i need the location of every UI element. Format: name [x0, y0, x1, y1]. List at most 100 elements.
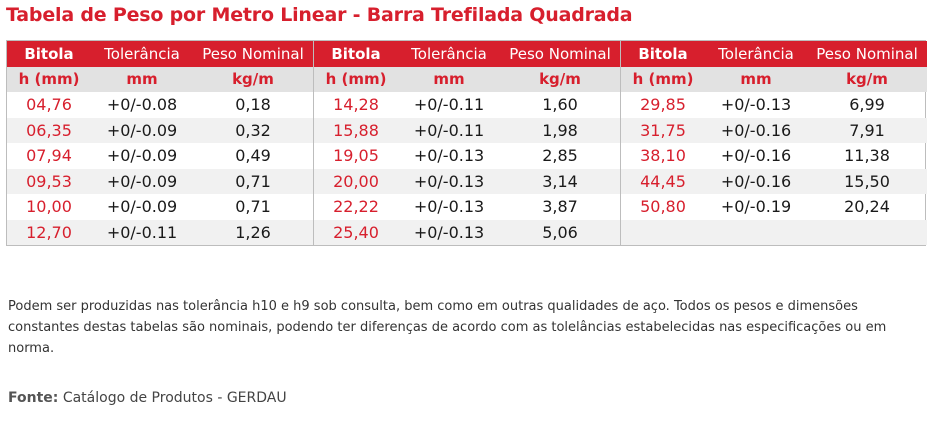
page-title: Tabela de Peso por Metro Linear - Barra … [6, 4, 633, 26]
table-row: 10,00 +0/-0.09 0,71 [7, 194, 313, 220]
unit-peso: kg/m [846, 70, 888, 89]
cell-tolerancia: +0/-0.11 [413, 120, 485, 140]
header-row: Bitola Tolerância Peso Nominal [621, 41, 927, 67]
cell-tolerancia: +0/-0.11 [413, 95, 485, 115]
header-bitola: Bitola [331, 44, 381, 63]
units-row: h (mm) mm kg/m [621, 66, 927, 92]
cell-tolerancia: +0/-0.19 [720, 197, 792, 217]
cell-bitola: 38,10 [640, 146, 686, 166]
units-row: h (mm) mm kg/m [7, 66, 313, 92]
header-bitola: Bitola [24, 44, 74, 63]
table-row: 12,70 +0/-0.11 1,26 [7, 219, 313, 245]
cell-bitola: 29,85 [640, 95, 686, 115]
cell-bitola: 15,88 [333, 120, 379, 140]
cell-tolerancia: +0/-0.13 [720, 95, 792, 115]
table-row [621, 219, 927, 245]
cell-bitola: 19,05 [333, 146, 379, 166]
unit-bitola: h (mm) [18, 70, 80, 89]
cell-peso: 6,99 [849, 95, 885, 115]
header-peso: Peso Nominal [509, 44, 611, 63]
header-peso: Peso Nominal [816, 44, 918, 63]
cell-peso: 0,71 [235, 197, 271, 217]
table-row: 04,76 +0/-0.08 0,18 [7, 92, 313, 118]
cell-bitola: 20,00 [333, 171, 379, 191]
cell-peso: 0,32 [235, 120, 271, 140]
header-tolerancia: Tolerância [718, 44, 794, 63]
cell-tolerancia: +0/-0.09 [106, 146, 178, 166]
header-tolerancia: Tolerância [104, 44, 180, 63]
header-row: Bitola Tolerância Peso Nominal [314, 41, 620, 67]
header-row: Bitola Tolerância Peso Nominal [7, 41, 313, 67]
cell-bitola: 25,40 [333, 222, 379, 242]
cell-tolerancia: +0/-0.08 [106, 95, 178, 115]
table-row: 07,94 +0/-0.09 0,49 [7, 143, 313, 169]
unit-bitola: h (mm) [632, 70, 694, 89]
footnote: Podem ser produzidas nas tolerância h10 … [8, 299, 887, 356]
table-row: 29,85 +0/-0.13 6,99 [621, 92, 927, 118]
table-row: 19,05 +0/-0.13 2,85 [314, 143, 620, 169]
cell-tolerancia: +0/-0.13 [413, 146, 485, 166]
cell-bitola: 22,22 [333, 197, 379, 217]
table-row: 20,00 +0/-0.13 3,14 [314, 168, 620, 194]
cell-peso: 0,49 [235, 146, 271, 166]
unit-bitola: h (mm) [325, 70, 387, 89]
cell-bitola: 50,80 [640, 197, 686, 217]
cell-peso: 7,91 [849, 120, 885, 140]
cell-bitola: 10,00 [26, 197, 72, 217]
unit-peso: kg/m [232, 70, 274, 89]
table-row: 25,40 +0/-0.13 5,06 [314, 219, 620, 245]
cell-tolerancia: +0/-0.09 [106, 171, 178, 191]
table-block-3: Bitola Tolerância Peso Nominal h (mm) mm kg/m… [620, 41, 927, 245]
table-row: 06,35 +0/-0.09 0,32 [7, 117, 313, 143]
table-row: 22,22 +0/-0.13 3,87 [314, 194, 620, 220]
cell-tolerancia: +0/-0.09 [106, 120, 178, 140]
table-row: 38,10 +0/-0.16 11,38 [621, 143, 927, 169]
header-bitola: Bitola [638, 44, 688, 63]
source-label: Fonte: [8, 390, 59, 406]
table-row: 50,80 +0/-0.19 20,24 [621, 194, 927, 220]
table-row: 44,45 +0/-0.16 15,50 [621, 168, 927, 194]
unit-peso: kg/m [539, 70, 581, 89]
table-row: 31,75 +0/-0.16 7,91 [621, 117, 927, 143]
cell-tolerancia: +0/-0.13 [413, 197, 485, 217]
cell-peso: 15,50 [844, 171, 890, 191]
cell-peso: 1,26 [235, 222, 271, 242]
cell-peso: 0,71 [235, 171, 271, 191]
cell-bitola: 04,76 [26, 95, 72, 115]
cell-peso: 0,18 [235, 95, 271, 115]
cell-bitola: 44,45 [640, 171, 686, 191]
cell-bitola: 09,53 [26, 171, 72, 191]
cell-peso: 1,98 [542, 120, 578, 140]
cell-tolerancia: +0/-0.16 [720, 171, 792, 191]
cell-bitola: 06,35 [26, 120, 72, 140]
header-tolerancia: Tolerância [411, 44, 487, 63]
cell-tolerancia: +0/-0.13 [413, 171, 485, 191]
cell-tolerancia: +0/-0.13 [413, 222, 485, 242]
table-row: 09,53 +0/-0.09 0,71 [7, 168, 313, 194]
cell-peso: 3,14 [542, 171, 578, 191]
weight-table: Bitola Tolerância Peso Nominal h (mm) mm kg/m… [6, 40, 927, 246]
cell-bitola: 31,75 [640, 120, 686, 140]
cell-peso: 3,87 [542, 197, 578, 217]
cell-bitola: 14,28 [333, 95, 379, 115]
table-row: 15,88 +0/-0.11 1,98 [314, 117, 620, 143]
cell-peso: 11,38 [844, 146, 890, 166]
unit-tolerancia: mm [740, 70, 772, 89]
unit-tolerancia: mm [126, 70, 158, 89]
unit-tolerancia: mm [433, 70, 465, 89]
table-block-1: Bitola Tolerância Peso Nominal h (mm) mm kg/m… [7, 41, 313, 245]
cell-peso: 2,85 [542, 146, 578, 166]
cell-peso: 1,60 [542, 95, 578, 115]
cell-tolerancia: +0/-0.16 [720, 120, 792, 140]
cell-tolerancia: +0/-0.09 [106, 197, 178, 217]
units-row: h (mm) mm kg/m [314, 66, 620, 92]
cell-tolerancia: +0/-0.16 [720, 146, 792, 166]
cell-peso: 5,06 [542, 222, 578, 242]
table-row: 14,28 +0/-0.11 1,60 [314, 92, 620, 118]
cell-bitola: 12,70 [26, 222, 72, 242]
source-line: Fonte: Catálogo de Produtos - GERDAU [8, 390, 287, 406]
cell-peso: 20,24 [844, 197, 890, 217]
source-text: Catálogo de Produtos - GERDAU [58, 390, 287, 406]
table-block-2: Bitola Tolerância Peso Nominal h (mm) mm kg/m… [313, 41, 620, 245]
cell-bitola: 07,94 [26, 146, 72, 166]
